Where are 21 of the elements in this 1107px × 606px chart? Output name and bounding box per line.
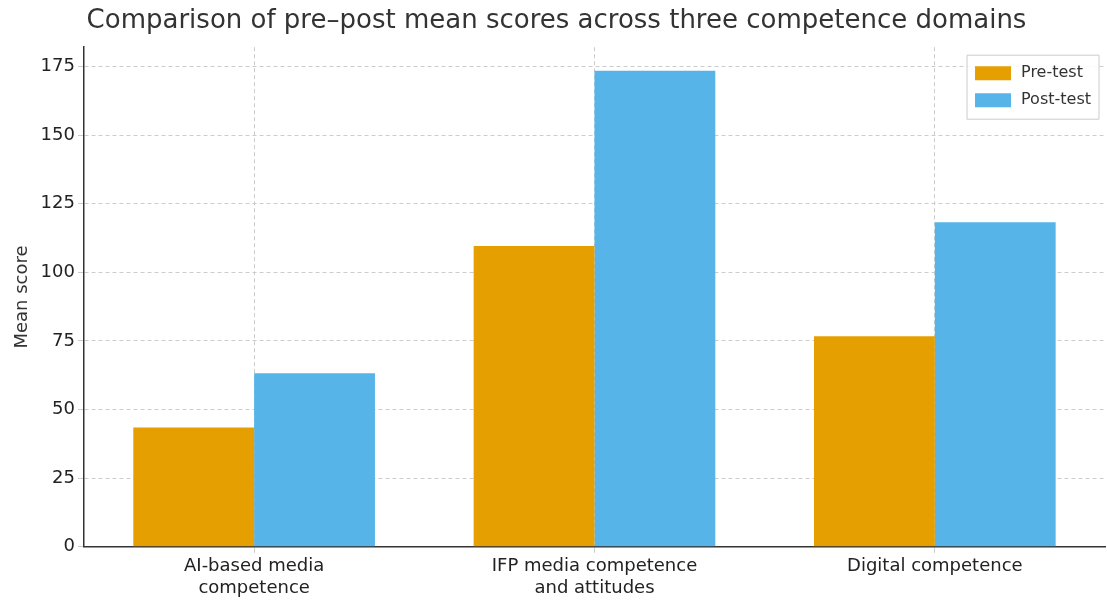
y-tick-label: 50	[52, 397, 75, 419]
bar	[254, 373, 375, 547]
bar	[473, 245, 595, 547]
y-axis-title: Mean score	[10, 245, 32, 349]
bar	[814, 336, 935, 547]
bar	[934, 222, 1056, 547]
y-tick-label: 150	[40, 122, 75, 144]
x-tick-label: Digital competence	[847, 554, 1023, 576]
y-tick-label: 0	[63, 534, 75, 556]
y-tick-label: 25	[52, 465, 75, 487]
x-tick-label: AI-based media competence	[184, 554, 325, 597]
legend-label: Pre-test	[1021, 62, 1083, 82]
x-tick-label: IFP media competence and attitudes	[491, 554, 698, 597]
chart-title: Comparison of pre–post mean scores across three competence domains	[86, 4, 1027, 35]
bar	[594, 70, 716, 547]
y-tick-label: 125	[40, 191, 75, 213]
y-tick-label: 100	[40, 259, 75, 281]
legend-label: Post-test	[1021, 89, 1092, 109]
bar	[133, 427, 255, 547]
y-tick-label: 75	[52, 328, 75, 350]
y-tick-label: 175	[40, 54, 75, 76]
